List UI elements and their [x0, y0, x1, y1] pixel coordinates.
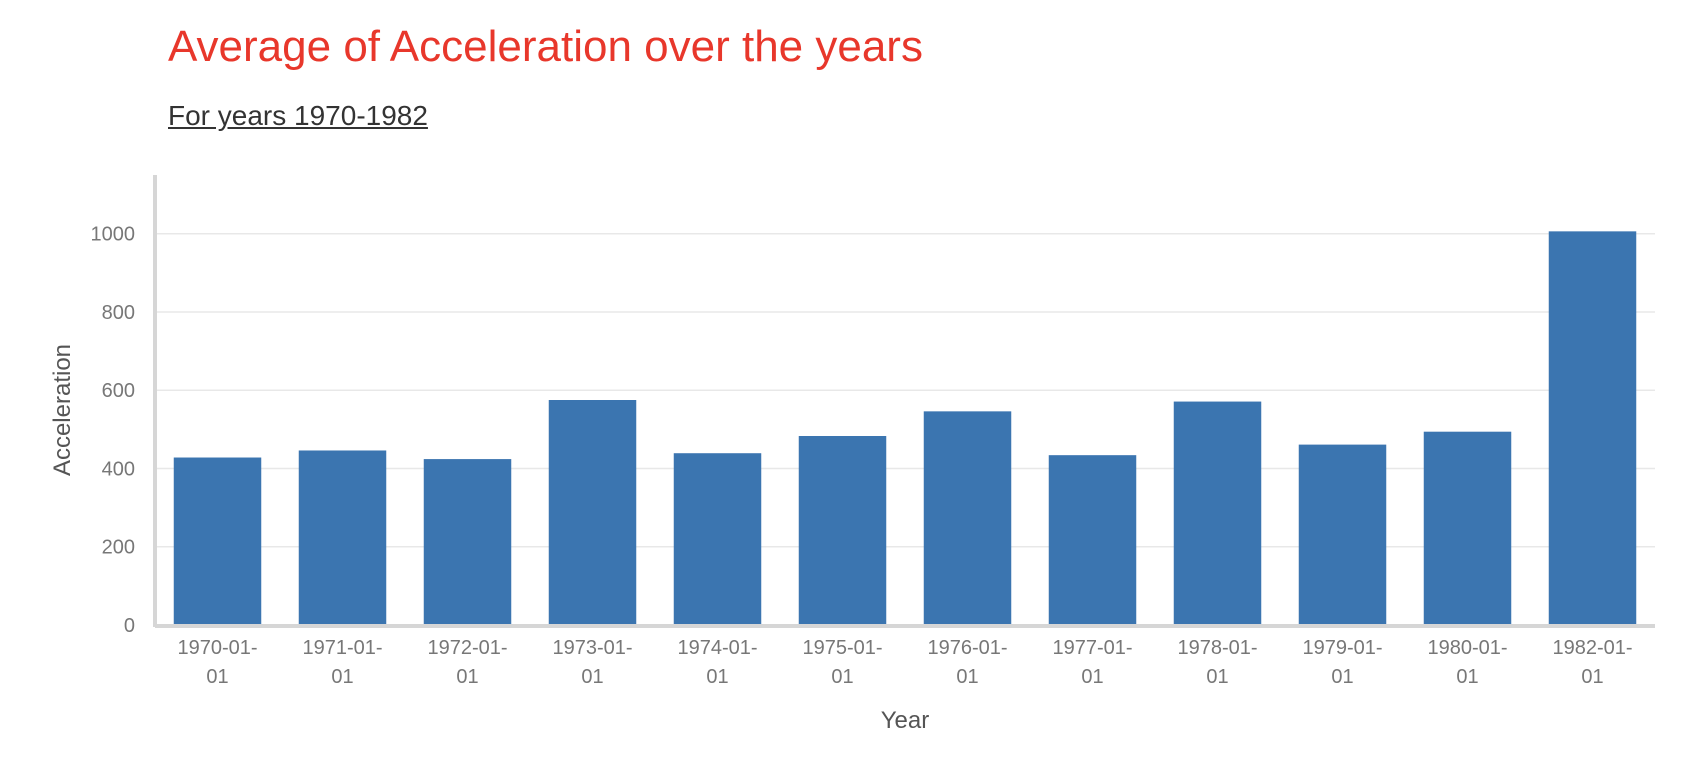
x-tick-label: 1977-01-01 — [1052, 637, 1132, 688]
bar[interactable] — [423, 459, 512, 625]
x-tick-labels: 1970-01-01 1971-01-01 1972-01-01 1973-01-01… — [177, 637, 1632, 688]
x-tick-label: 1970-01-01 — [177, 637, 257, 688]
bar[interactable] — [548, 400, 637, 625]
x-tick-label: 1975-01-01 — [802, 637, 882, 688]
x-tick-label: 1982-01-01 — [1552, 637, 1632, 688]
y-tick-label: 400 — [102, 458, 135, 480]
bar[interactable] — [923, 411, 1012, 625]
x-tick-label: 1972-01-01 — [427, 637, 507, 688]
axes — [153, 175, 1655, 628]
x-tick-label: 1974-01-01 — [677, 637, 757, 688]
bar[interactable] — [298, 450, 387, 625]
chart-subtitle: For years 1970-1982 — [168, 100, 428, 131]
x-tick-label: 1971-01-01 — [302, 637, 382, 688]
x-axis-title: Year — [881, 707, 930, 734]
bars — [173, 231, 1637, 625]
x-tick-label: 1980-01-01 — [1427, 637, 1507, 688]
grid-lines — [155, 232, 1655, 548]
y-tick-labels: 0 200 400 600 800 1000 — [91, 224, 136, 637]
x-tick-label: 1978-01-01 — [1177, 637, 1257, 688]
bar[interactable] — [1548, 231, 1637, 625]
y-axis-title: Acceleration — [49, 344, 76, 476]
chart-title: Average of Acceleration over the years — [168, 22, 923, 71]
y-tick-label: 600 — [102, 380, 135, 402]
y-tick-label: 200 — [102, 537, 135, 559]
y-tick-label: 1000 — [91, 224, 136, 246]
y-tick-label: 800 — [102, 302, 135, 324]
x-tick-label: 1976-01-01 — [927, 637, 1007, 688]
bar[interactable] — [1298, 444, 1387, 625]
bar[interactable] — [673, 453, 762, 625]
bar[interactable] — [798, 436, 887, 625]
x-tick-label: 1979-01-01 — [1302, 637, 1382, 688]
x-tick-label: 1973-01-01 — [552, 637, 632, 688]
bar[interactable] — [1423, 431, 1512, 625]
bar[interactable] — [173, 457, 262, 625]
bar[interactable] — [1048, 455, 1137, 625]
y-tick-label: 0 — [124, 615, 135, 637]
bar[interactable] — [1173, 401, 1262, 625]
